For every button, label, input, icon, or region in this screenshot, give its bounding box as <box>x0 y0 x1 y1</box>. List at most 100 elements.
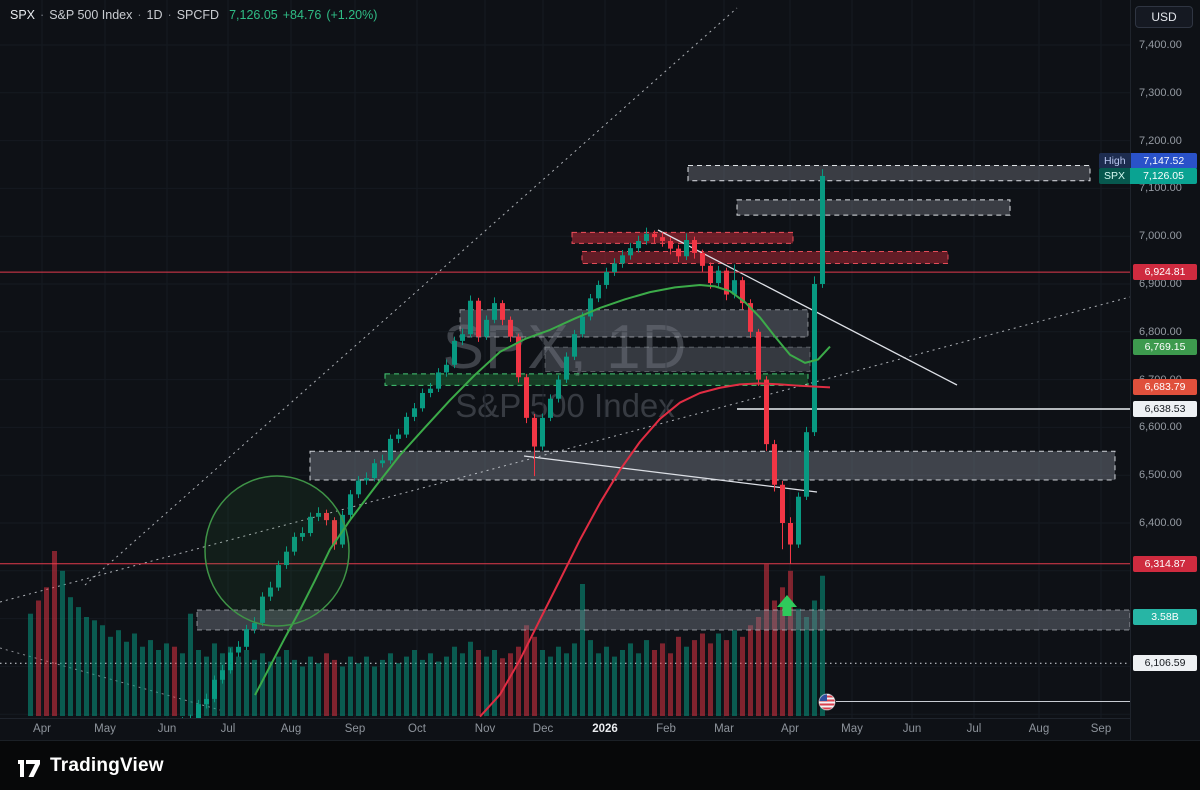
supply-demand-zone[interactable] <box>309 450 1116 481</box>
supply-demand-zone[interactable] <box>544 346 811 372</box>
candle-body <box>236 646 241 653</box>
supply-demand-zone[interactable] <box>571 231 794 244</box>
volume-bar <box>684 646 689 716</box>
time-axis-label: Apr <box>781 723 799 735</box>
volume-bar <box>372 666 377 716</box>
volume-bar <box>588 640 593 716</box>
price-badge-tag: High <box>1099 152 1131 169</box>
price-axis-label: 7,200.00 <box>1139 134 1182 147</box>
volume-bar <box>292 659 297 716</box>
legend-separator: · <box>40 8 45 22</box>
trendline-drawing[interactable] <box>0 296 1130 603</box>
price-badge-tag: SPX <box>1099 167 1131 184</box>
price-badge-orange: 6,683.79 <box>1133 379 1197 396</box>
price-badge-value: 6,924.81 <box>1133 264 1197 281</box>
candle-body <box>684 240 689 257</box>
price-axis-label: 7,000.00 <box>1139 230 1182 243</box>
volume-bar <box>428 653 433 716</box>
candle-body <box>676 248 681 257</box>
candle-body <box>332 520 337 545</box>
volume-bar <box>788 570 793 716</box>
volume-bar <box>748 625 753 716</box>
volume-bar <box>732 630 737 716</box>
candle-body <box>516 336 521 378</box>
volume-bar <box>36 600 41 716</box>
volume-bar <box>812 600 817 716</box>
volume-bar <box>524 625 529 716</box>
trendline-drawing[interactable] <box>523 455 818 493</box>
price-badge-white: 6,638.53 <box>1133 400 1197 417</box>
volume-bar <box>228 646 233 716</box>
event-flag-canton <box>819 694 827 701</box>
chart-pane[interactable]: SPX, 1D S&P 500 Index SPX·S&P 500 Index·… <box>0 0 1130 718</box>
volume-zone-drawing[interactable] <box>196 609 1130 631</box>
volume-bar <box>164 643 169 716</box>
volume-bar <box>380 659 385 716</box>
circle-drawing[interactable] <box>204 475 350 627</box>
candle-body <box>324 512 329 521</box>
candle-body <box>420 392 425 409</box>
trendline-drawing[interactable] <box>657 229 958 386</box>
supply-demand-zone[interactable] <box>384 373 809 386</box>
candle-body <box>436 372 441 389</box>
candle-body <box>812 284 817 433</box>
tradingview-wordmark[interactable]: TradingView <box>50 755 164 776</box>
volume-bar <box>316 663 321 716</box>
volume-bar <box>108 636 113 716</box>
candle-body <box>268 587 273 597</box>
volume-bar <box>356 663 361 716</box>
volume-bar <box>668 653 673 716</box>
price-badge-value: 6,769.15 <box>1133 338 1197 355</box>
candle-body <box>508 319 513 337</box>
volume-bar <box>724 640 729 716</box>
legend-separator: · <box>137 8 142 22</box>
supply-demand-zone[interactable] <box>736 199 1011 216</box>
volume-bar <box>820 575 825 716</box>
candle-body <box>412 408 417 417</box>
candle-body <box>364 478 369 481</box>
candle-body <box>596 284 601 299</box>
time-axis-label: Aug <box>280 723 302 735</box>
price-axis-label: 6,800.00 <box>1139 325 1182 338</box>
volume-bar <box>76 607 81 716</box>
candle-body <box>484 319 489 337</box>
volume-bar <box>68 597 73 716</box>
volume-bar <box>268 661 273 716</box>
arrow-up-marker[interactable] <box>777 595 797 616</box>
legend-symbol[interactable]: SPX <box>10 8 36 22</box>
time-axis-label: 2026 <box>592 723 618 735</box>
candle-body <box>756 331 761 380</box>
volume-bar <box>484 656 489 716</box>
volume-bar <box>148 640 153 716</box>
supply-demand-zone[interactable] <box>687 164 1091 182</box>
volume-bar <box>604 646 609 716</box>
candle-body <box>588 298 593 317</box>
supply-demand-zone[interactable] <box>581 250 949 264</box>
tradingview-logo-icon[interactable] <box>16 753 42 779</box>
trendline-drawing[interactable] <box>84 7 738 586</box>
time-axis-label: Sep <box>344 723 366 735</box>
candle-body <box>276 565 281 588</box>
volume-bar <box>28 613 33 716</box>
legend-timeframe[interactable]: 1D <box>146 8 163 22</box>
candle-body <box>460 334 465 341</box>
event-flag-stripe <box>819 703 835 706</box>
currency-toggle-button[interactable]: USD <box>1135 6 1193 28</box>
chart-canvas[interactable] <box>0 0 1130 718</box>
volume-bar <box>220 653 225 716</box>
volume-bar <box>324 653 329 716</box>
volume-bar <box>516 646 521 716</box>
candle-body <box>804 432 809 497</box>
candle-body <box>716 270 721 284</box>
volume-bar <box>92 620 97 716</box>
volume-bar <box>700 633 705 716</box>
time-axis[interactable]: Apr May Jun Jul Aug Sep Oct Nov Dec 2026 Feb Mar Apr… <box>0 718 1130 741</box>
volume-bar <box>140 646 145 716</box>
volume-bar <box>500 658 505 716</box>
time-axis-label: Jun <box>157 723 177 735</box>
price-axis[interactable]: USD 7,400.00 7,300.00 7,200.00 7,100.00 7,00… <box>1099 0 1200 740</box>
volume-bar <box>628 643 633 716</box>
volume-bar <box>756 617 761 716</box>
time-axis-label: Mar <box>714 723 734 735</box>
time-axis-label: Apr <box>33 723 51 735</box>
